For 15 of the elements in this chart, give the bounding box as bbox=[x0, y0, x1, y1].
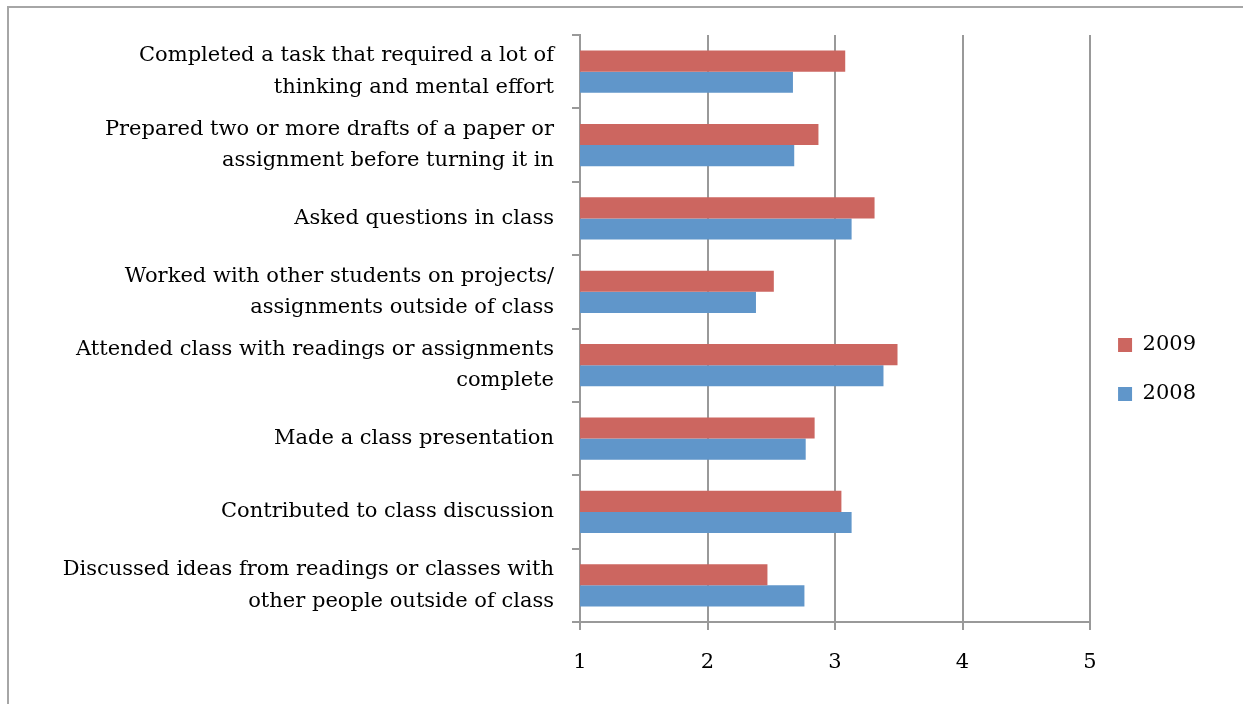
x-tick-label: 2 bbox=[700, 649, 715, 674]
legend-label: 2008 bbox=[1142, 380, 1197, 405]
y-tick-label: Asked questions in class bbox=[293, 204, 554, 229]
y-tick-label: Prepared two or more drafts of a paper or assignment before turning it in bbox=[104, 115, 555, 172]
x-tick-label: 1 bbox=[573, 649, 587, 674]
legend-label: 2009 bbox=[1142, 331, 1197, 356]
y-tick-label: Contributed to class discussion bbox=[220, 498, 554, 523]
y-tick-label: Worked with other students on projects/ assignments outside of class bbox=[124, 262, 555, 319]
y-tick-label: Attended class with readings or assignments complete bbox=[75, 335, 554, 392]
y-tick-label: Completed a task that required a lot of thinking and mental effort bbox=[139, 42, 557, 98]
y-tick-label: Discussed ideas from readings or classes with other people outside of class bbox=[62, 556, 554, 612]
x-tick-label: 3 bbox=[828, 649, 842, 674]
x-tick-label: 4 bbox=[955, 649, 970, 674]
y-tick-label: Made a class presentation bbox=[274, 425, 554, 450]
x-tick-label: 5 bbox=[1083, 649, 1097, 674]
